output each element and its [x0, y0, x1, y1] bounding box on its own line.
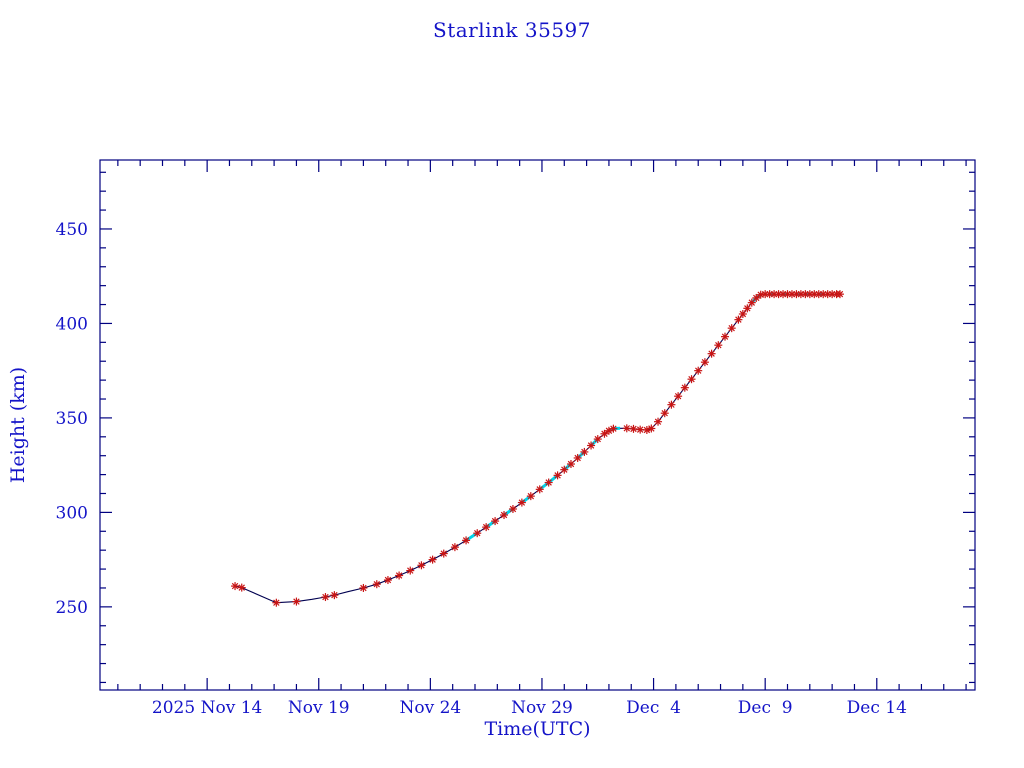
x-tick-label: Dec 4 — [626, 698, 681, 718]
x-tick-label: Nov 24 — [399, 698, 461, 718]
data-point-marker — [680, 383, 689, 392]
x-tick-label: Dec 9 — [738, 698, 793, 718]
y-tick-label: 300 — [56, 503, 88, 523]
data-point-marker — [647, 424, 656, 433]
data-point-marker — [237, 583, 246, 592]
height-series-line — [234, 293, 840, 604]
data-point-marker — [674, 392, 683, 401]
data-point-marker — [573, 453, 582, 462]
data-point-marker — [462, 536, 471, 545]
data-point-marker — [473, 529, 482, 538]
data-point-marker — [654, 417, 663, 426]
x-axis-label: Time(UTC) — [484, 718, 591, 740]
data-point-marker — [700, 358, 709, 367]
data-point-marker — [439, 549, 448, 558]
data-point-marker — [417, 561, 426, 570]
data-point-marker — [707, 349, 716, 358]
data-point-marker — [734, 315, 743, 324]
data-point-marker — [544, 478, 553, 487]
data-point-marker — [359, 583, 368, 592]
data-point-marker — [292, 597, 301, 606]
data-point-marker — [727, 324, 736, 333]
data-point-marker — [517, 498, 526, 507]
data-point-marker — [660, 409, 669, 418]
data-point-marker — [714, 341, 723, 350]
data-point-marker — [835, 290, 844, 299]
data-point-marker — [580, 447, 589, 456]
data-point-marker — [321, 593, 330, 602]
data-point-marker — [752, 293, 761, 302]
y-tick-label: 450 — [56, 220, 88, 240]
plot-frame — [99, 159, 976, 691]
data-point-marker — [428, 555, 437, 564]
data-point-marker — [593, 435, 602, 444]
data-point-marker — [500, 511, 509, 520]
x-tick-label: 2025 Nov 14 — [152, 698, 262, 718]
data-point-marker — [406, 566, 415, 575]
y-tick-label: 350 — [56, 409, 88, 429]
data-point-marker — [272, 598, 281, 607]
data-point-marker — [694, 366, 703, 375]
data-point-marker — [636, 425, 645, 434]
x-tick-label: Nov 29 — [511, 698, 573, 718]
data-point-marker — [566, 460, 575, 469]
x-tick-label: Dec 14 — [847, 698, 907, 718]
data-point-marker — [395, 571, 404, 580]
data-point-marker — [553, 471, 562, 480]
data-point-marker — [491, 517, 500, 526]
chart-title: Starlink 35597 — [433, 18, 591, 42]
y-tick-label: 400 — [56, 314, 88, 334]
data-point-marker — [587, 441, 596, 450]
data-point-marker — [383, 576, 392, 585]
observation-markers — [231, 290, 844, 607]
data-point-marker — [450, 543, 459, 552]
data-point-marker — [622, 424, 631, 433]
data-point-marker — [721, 332, 729, 341]
data-point-marker — [231, 582, 240, 591]
data-point-marker — [738, 309, 747, 318]
data-point-marker — [600, 429, 609, 438]
data-point-marker — [482, 523, 491, 532]
data-point-marker — [508, 504, 517, 513]
data-point-marker — [535, 485, 544, 494]
data-point-marker — [667, 400, 676, 409]
axis-ticks — [100, 160, 975, 690]
maneuver-highlight-segments — [465, 292, 824, 542]
data-point-marker — [609, 424, 618, 433]
data-point-marker — [372, 580, 381, 589]
data-point-marker — [629, 424, 638, 433]
data-point-marker — [560, 465, 569, 474]
x-tick-label: Nov 19 — [288, 698, 350, 718]
data-point-marker — [526, 492, 535, 501]
data-point-marker — [743, 304, 752, 313]
data-point-marker — [330, 591, 339, 600]
y-tick-label: 250 — [56, 598, 88, 618]
data-point-marker — [687, 375, 696, 384]
